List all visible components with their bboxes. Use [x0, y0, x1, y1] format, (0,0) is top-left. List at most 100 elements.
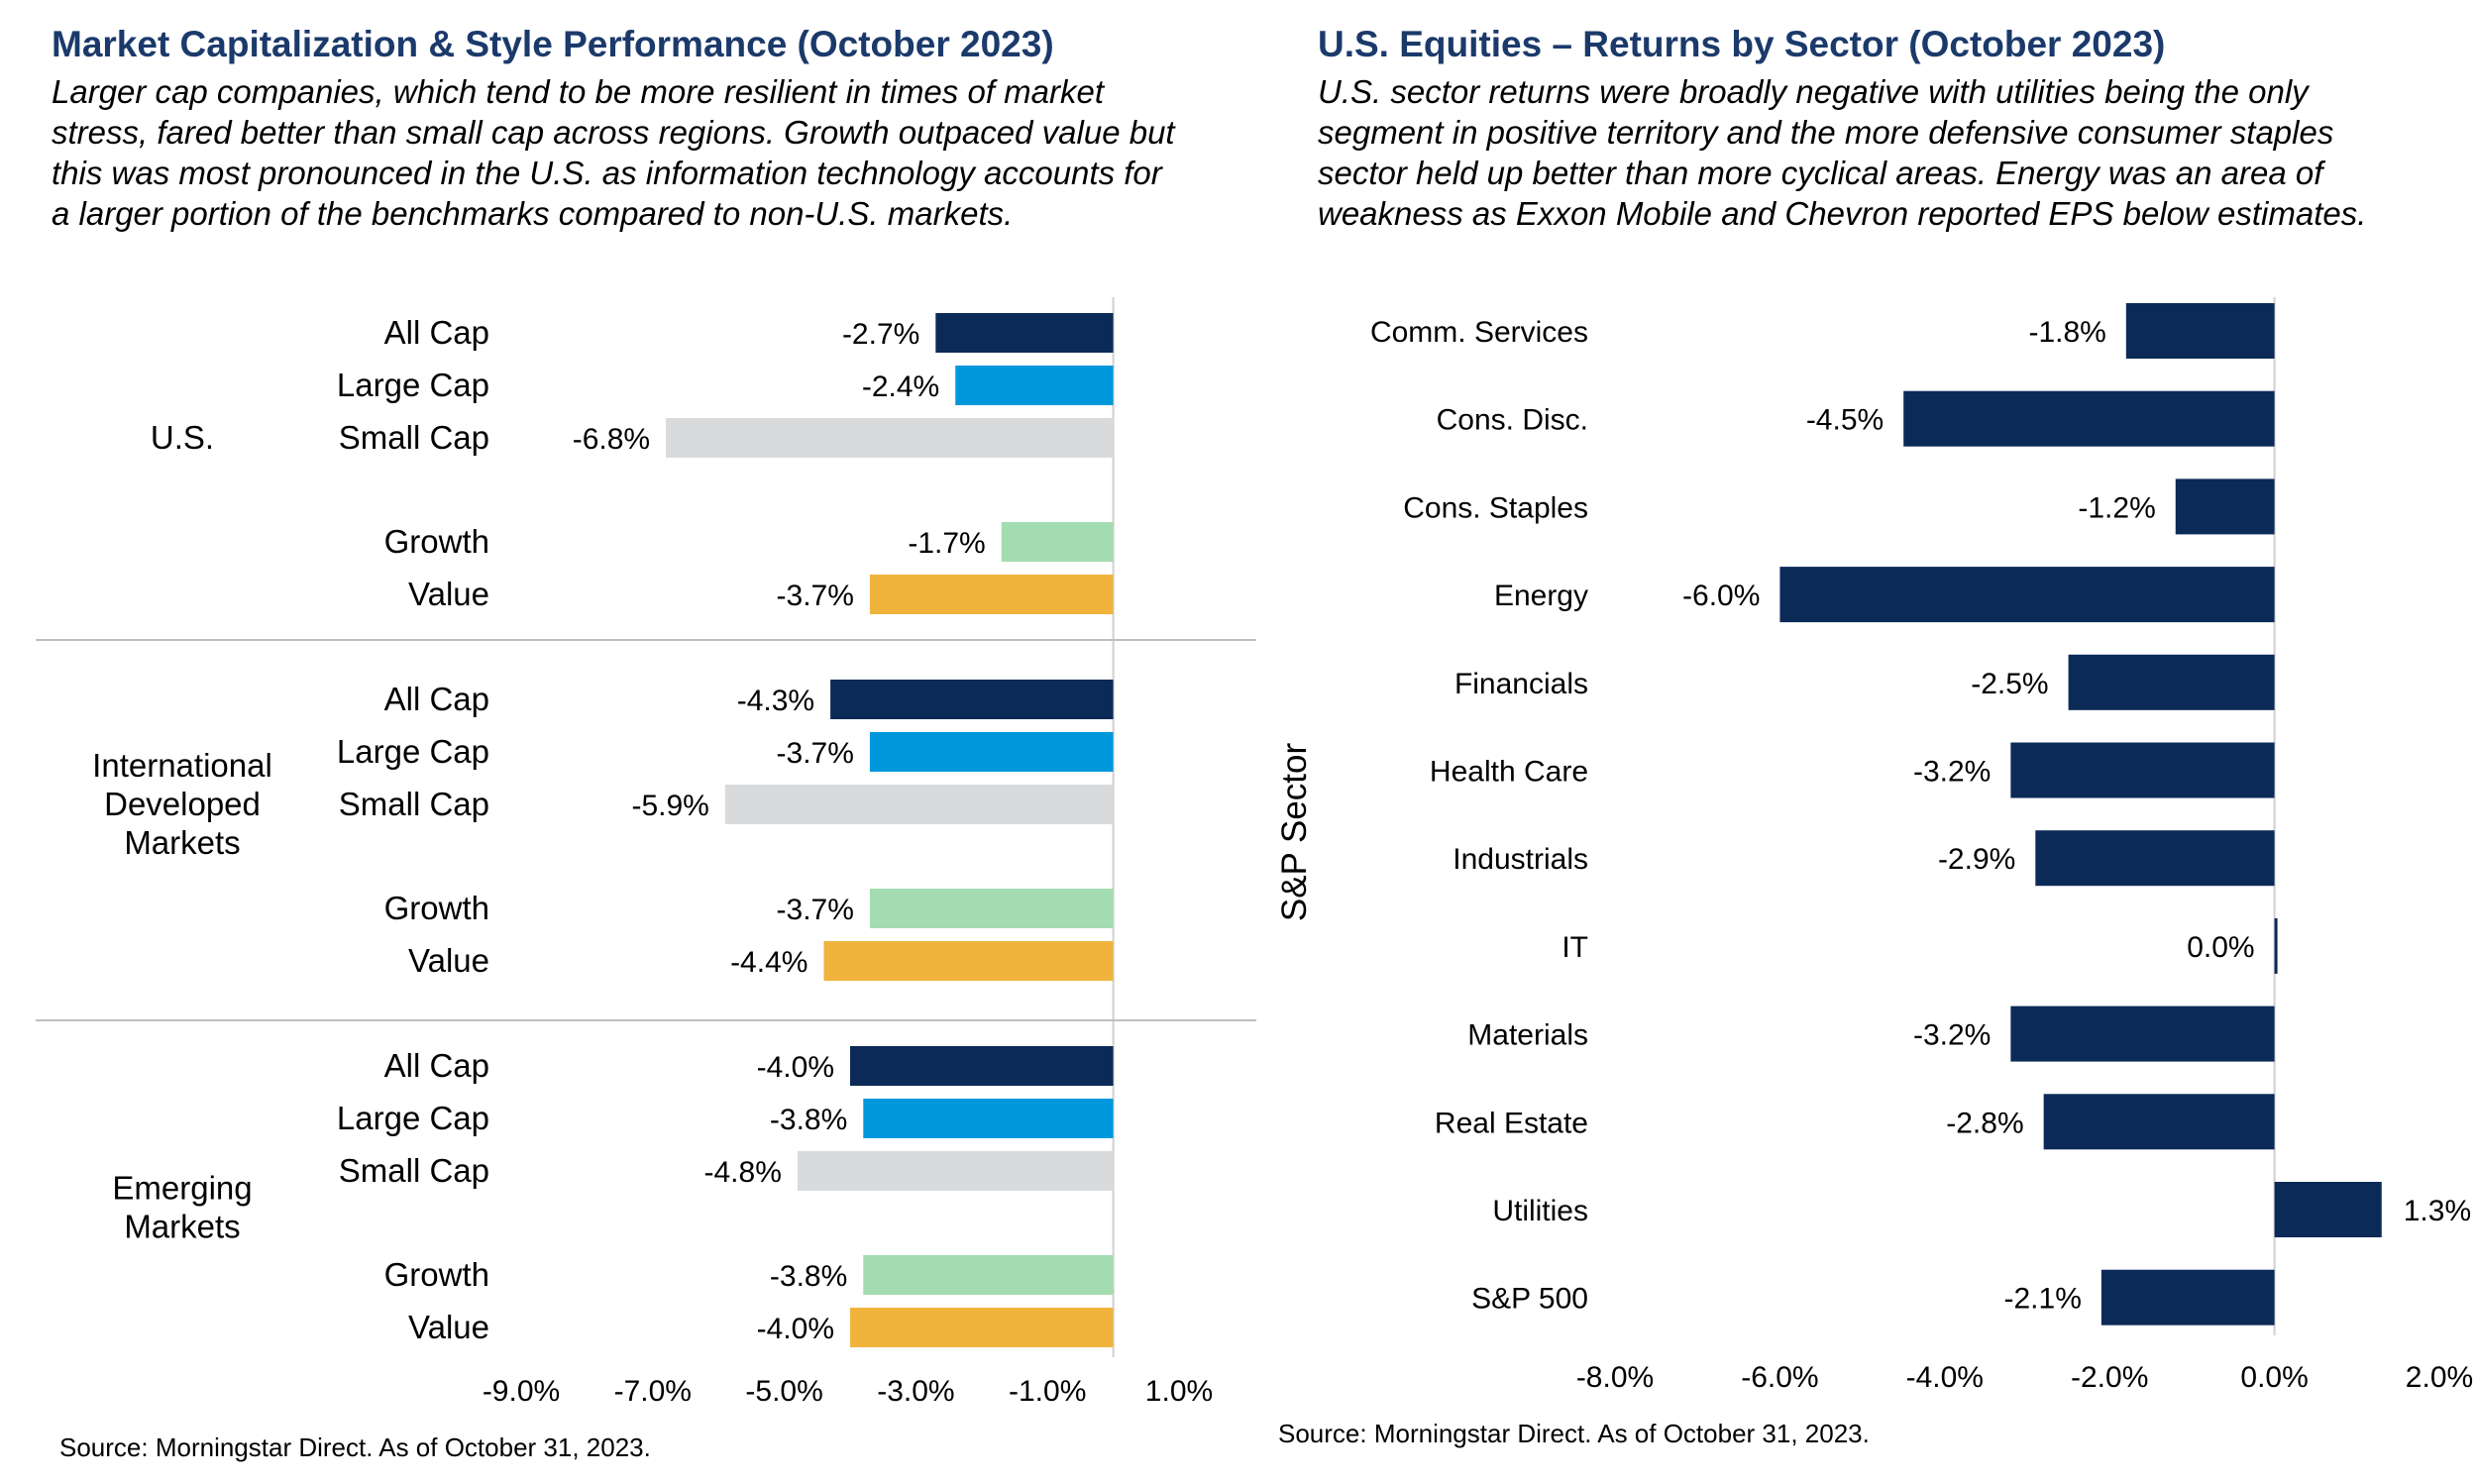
bar	[2274, 917, 2278, 974]
data-label: -3.2%	[1913, 756, 1991, 789]
bar	[2175, 478, 2275, 535]
left-chart-subtitle: Larger cap companies, which tend to be m…	[52, 71, 1175, 234]
data-label: -2.7%	[842, 318, 919, 351]
data-label: -2.1%	[2004, 1283, 2082, 1316]
category-label: Small Cap	[339, 786, 489, 822]
sector-returns-panel: U.S. Equities – Returns by Sector (Octob…	[1278, 0, 2477, 1484]
x-tick-label: -6.0%	[1741, 1361, 1818, 1394]
data-label: -4.5%	[1806, 404, 1884, 437]
category-label: All Cap	[384, 681, 489, 717]
category-label: Growth	[384, 523, 489, 560]
x-tick-label: 2.0%	[2406, 1361, 2473, 1394]
x-tick-label: -3.0%	[877, 1375, 954, 1408]
left-subtitle-line: stress, fared better than small cap acro…	[52, 114, 1175, 151]
left-subtitle-line: this was most pronounced in the U.S. as …	[52, 155, 1162, 191]
group-label: International	[92, 747, 272, 784]
data-label: 1.3%	[2404, 1195, 2471, 1227]
data-label: -4.3%	[737, 685, 814, 717]
market-cap-style-panel: Market Capitalization & Style Performanc…	[36, 24, 1256, 1462]
x-tick-label: -8.0%	[1576, 1361, 1654, 1394]
category-label: Large Cap	[337, 733, 489, 770]
data-label: -3.2%	[1913, 1019, 1991, 1052]
data-label: -4.0%	[757, 1051, 834, 1084]
x-tick-label: -5.0%	[745, 1375, 822, 1408]
category-label: All Cap	[384, 1047, 489, 1084]
data-label: -2.8%	[1946, 1107, 2023, 1139]
category-label: Real Estate	[1435, 1107, 1588, 1139]
category-label: Comm. Services	[1370, 316, 1588, 349]
bar	[869, 889, 1114, 928]
right-subtitle-line: segment in positive territory and the mo…	[1318, 114, 2334, 151]
bar	[1001, 522, 1114, 562]
data-label: -3.7%	[777, 737, 854, 770]
category-label: S&P 500	[1471, 1283, 1588, 1316]
bar	[823, 941, 1114, 981]
category-label: Materials	[1467, 1019, 1588, 1052]
x-tick-label: -2.0%	[2071, 1361, 2148, 1394]
data-label: -5.9%	[631, 790, 708, 822]
group-label: Markets	[124, 1209, 240, 1245]
category-label: Large Cap	[337, 367, 489, 403]
x-tick-label: -4.0%	[1906, 1361, 1984, 1394]
category-label: Value	[408, 576, 489, 612]
data-label: -4.0%	[757, 1313, 834, 1345]
category-label: Value	[408, 942, 489, 979]
data-label: -3.7%	[777, 580, 854, 612]
category-label: IT	[1562, 931, 1588, 964]
bar	[2010, 1006, 2275, 1062]
group-label: Markets	[124, 824, 240, 861]
group-label: Emerging	[112, 1170, 252, 1207]
category-label: Cons. Staples	[1403, 491, 1588, 524]
category-label: Small Cap	[339, 1152, 489, 1189]
bar	[2043, 1094, 2275, 1150]
group-label: U.S.	[151, 419, 214, 456]
bar	[1903, 390, 2275, 447]
data-label: -4.4%	[730, 946, 808, 979]
data-label: -2.4%	[862, 371, 939, 403]
bar	[935, 313, 1114, 353]
bar	[2274, 1182, 2382, 1237]
category-label: Industrials	[1453, 843, 1588, 876]
right-subtitle-line: weakness as Exxon Mobile and Chevron rep…	[1318, 195, 2367, 232]
bar	[850, 1308, 1114, 1347]
bar	[850, 1046, 1114, 1086]
category-label: Growth	[384, 1256, 489, 1293]
bar	[2035, 830, 2275, 887]
category-label: Growth	[384, 890, 489, 926]
data-label: -3.8%	[770, 1104, 847, 1136]
right-source-note: Source: Morningstar Direct. As of Octobe…	[1278, 1419, 1870, 1448]
left-subtitle-line: a larger portion of the benchmarks compa…	[52, 195, 1014, 232]
x-tick-label: 1.0%	[1145, 1375, 1213, 1408]
category-label: Energy	[1494, 580, 1588, 612]
x-tick-label: -9.0%	[483, 1375, 560, 1408]
bar	[2100, 1269, 2275, 1325]
bar	[863, 1255, 1114, 1295]
data-label: -1.2%	[2078, 491, 2155, 524]
left-chart-title: Market Capitalization & Style Performanc…	[52, 24, 1054, 64]
group-label: Developed	[104, 786, 261, 822]
right-subtitle-line: U.S. sector returns were broadly negativ…	[1318, 73, 2309, 110]
category-label: Utilities	[1492, 1195, 1588, 1227]
category-label: Value	[408, 1309, 489, 1345]
data-label: -1.7%	[908, 527, 985, 560]
data-label: 0.0%	[2187, 931, 2254, 964]
data-label: -3.8%	[770, 1260, 847, 1293]
data-label: -6.0%	[1682, 580, 1760, 612]
category-label: Financials	[1454, 668, 1588, 700]
right-chart-subtitle: U.S. sector returns were broadly negativ…	[1318, 71, 2366, 234]
bar	[797, 1151, 1114, 1191]
bar	[869, 575, 1114, 614]
data-label: -6.8%	[573, 423, 650, 456]
market-cap-style-bar-chart: U.S. All Cap -2.7% Large Cap -2.4% Small Cap -…	[36, 297, 1256, 1408]
data-label: -4.8%	[704, 1156, 782, 1189]
category-label: Health Care	[1430, 756, 1588, 789]
bar	[1779, 567, 2275, 623]
bar	[830, 680, 1114, 719]
right-chart-title: U.S. Equities – Returns by Sector (Octob…	[1318, 24, 2166, 64]
data-label: -1.8%	[2028, 316, 2105, 349]
data-label: -2.9%	[1938, 843, 2015, 876]
bar	[955, 366, 1114, 405]
bar	[2125, 303, 2275, 359]
category-label: All Cap	[384, 314, 489, 351]
category-label: Cons. Disc.	[1437, 404, 1588, 437]
